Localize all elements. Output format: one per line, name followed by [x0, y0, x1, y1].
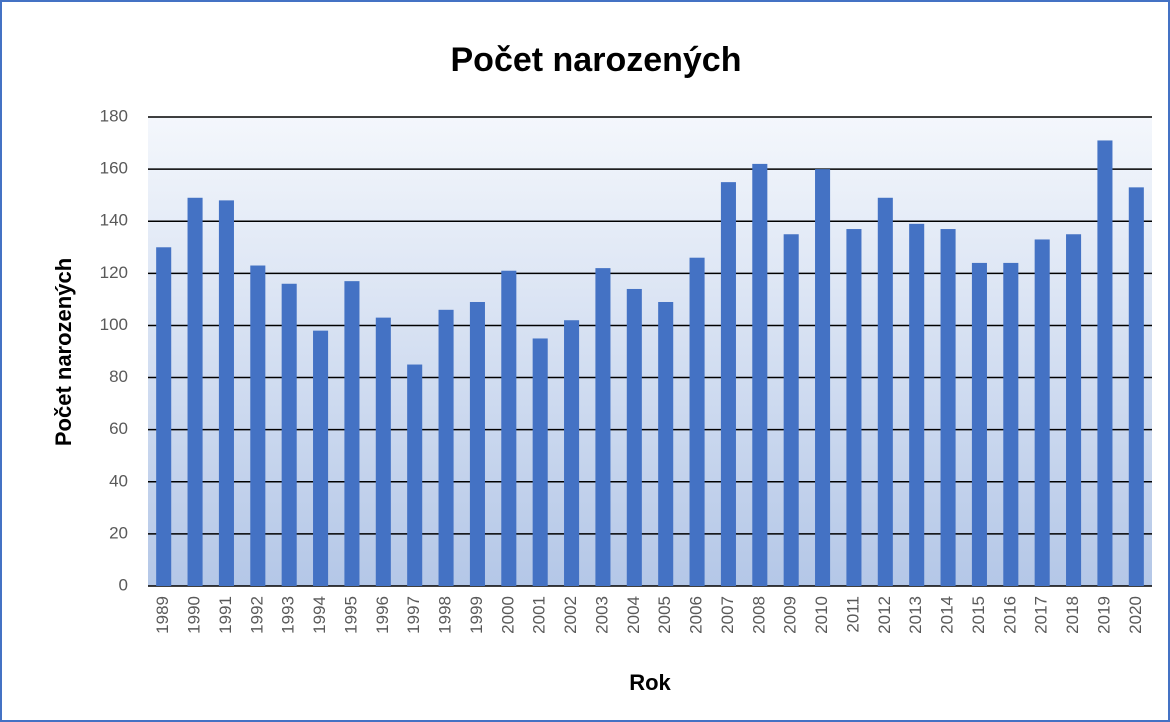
bar — [156, 247, 172, 586]
bar — [218, 200, 234, 586]
bar — [1128, 187, 1144, 586]
x-axis-label: Rok — [629, 670, 671, 695]
y-tick-label: 0 — [119, 575, 128, 594]
bar — [564, 320, 580, 586]
bar — [281, 283, 297, 586]
bar — [344, 281, 360, 586]
bar — [313, 330, 329, 586]
x-tick-label: 2017 — [1032, 596, 1051, 634]
x-tick-label: 2000 — [498, 596, 517, 634]
x-tick-label: 1993 — [279, 596, 298, 634]
x-tick-label: 2006 — [687, 596, 706, 634]
y-tick-label: 60 — [109, 419, 128, 438]
bar — [407, 364, 423, 586]
bar — [689, 257, 705, 586]
x-tick-label: 2012 — [875, 596, 894, 634]
plot-area — [148, 117, 1152, 586]
x-tick-label: 2009 — [781, 596, 800, 634]
y-tick-label: 80 — [109, 367, 128, 386]
bar — [501, 270, 517, 586]
x-tick-label: 1996 — [373, 596, 392, 634]
bar — [469, 301, 485, 586]
x-tick-label: 2002 — [561, 596, 580, 634]
y-tick-label: 180 — [100, 106, 128, 125]
bar — [1097, 140, 1113, 586]
chart-title: Počet narozených — [451, 41, 742, 79]
y-tick-label: 20 — [109, 523, 128, 542]
bar — [595, 268, 611, 586]
x-tick-label: 1997 — [404, 596, 423, 634]
bar — [971, 262, 987, 586]
x-tick-label: 2013 — [906, 596, 925, 634]
y-axis-label: Počet narozených — [51, 258, 76, 446]
x-tick-label: 2015 — [969, 596, 988, 634]
x-tick-label: 2001 — [530, 596, 549, 634]
x-tick-label: 2007 — [718, 596, 737, 634]
x-tick-label: 2011 — [843, 596, 862, 633]
bar — [846, 229, 862, 587]
bar — [720, 182, 736, 586]
bar — [1066, 234, 1082, 586]
x-tick-label: 2020 — [1126, 596, 1145, 634]
bar — [438, 309, 454, 586]
x-tick-label: 2014 — [938, 596, 957, 634]
bar — [375, 317, 391, 586]
bar — [783, 234, 799, 586]
x-tick-label: 2019 — [1094, 596, 1113, 634]
bar — [658, 301, 674, 586]
bar — [626, 288, 642, 586]
y-tick-label: 140 — [100, 211, 128, 230]
bar — [1034, 239, 1050, 586]
y-tick-label: 160 — [100, 159, 128, 178]
bar — [532, 338, 548, 586]
bar — [940, 229, 956, 587]
bar — [909, 223, 925, 587]
x-tick-label: 2004 — [624, 596, 643, 634]
x-tick-label: 1992 — [247, 596, 266, 634]
x-tick-label: 1999 — [467, 596, 486, 634]
y-tick-label: 100 — [100, 315, 128, 334]
bar — [752, 163, 768, 586]
x-tick-label: 1998 — [436, 596, 455, 634]
y-tick-label: 40 — [109, 471, 128, 490]
x-tick-label: 2010 — [812, 596, 831, 634]
x-tick-label: 2016 — [1000, 596, 1019, 634]
bar — [187, 197, 203, 586]
bar — [815, 169, 831, 586]
bar — [877, 197, 893, 586]
x-tick-label: 1990 — [185, 596, 204, 634]
y-tick-label: 120 — [100, 263, 128, 282]
x-tick-label: 1989 — [153, 596, 172, 634]
x-tick-label: 2018 — [1063, 596, 1082, 634]
x-tick-label: 1994 — [310, 596, 329, 634]
bar — [1003, 262, 1019, 586]
x-tick-label: 2003 — [592, 596, 611, 634]
x-tick-label: 2008 — [749, 596, 768, 634]
bar — [250, 265, 266, 586]
x-tick-label: 1991 — [216, 596, 235, 634]
x-tick-label: 1995 — [341, 596, 360, 634]
x-tick-label: 2005 — [655, 596, 674, 634]
